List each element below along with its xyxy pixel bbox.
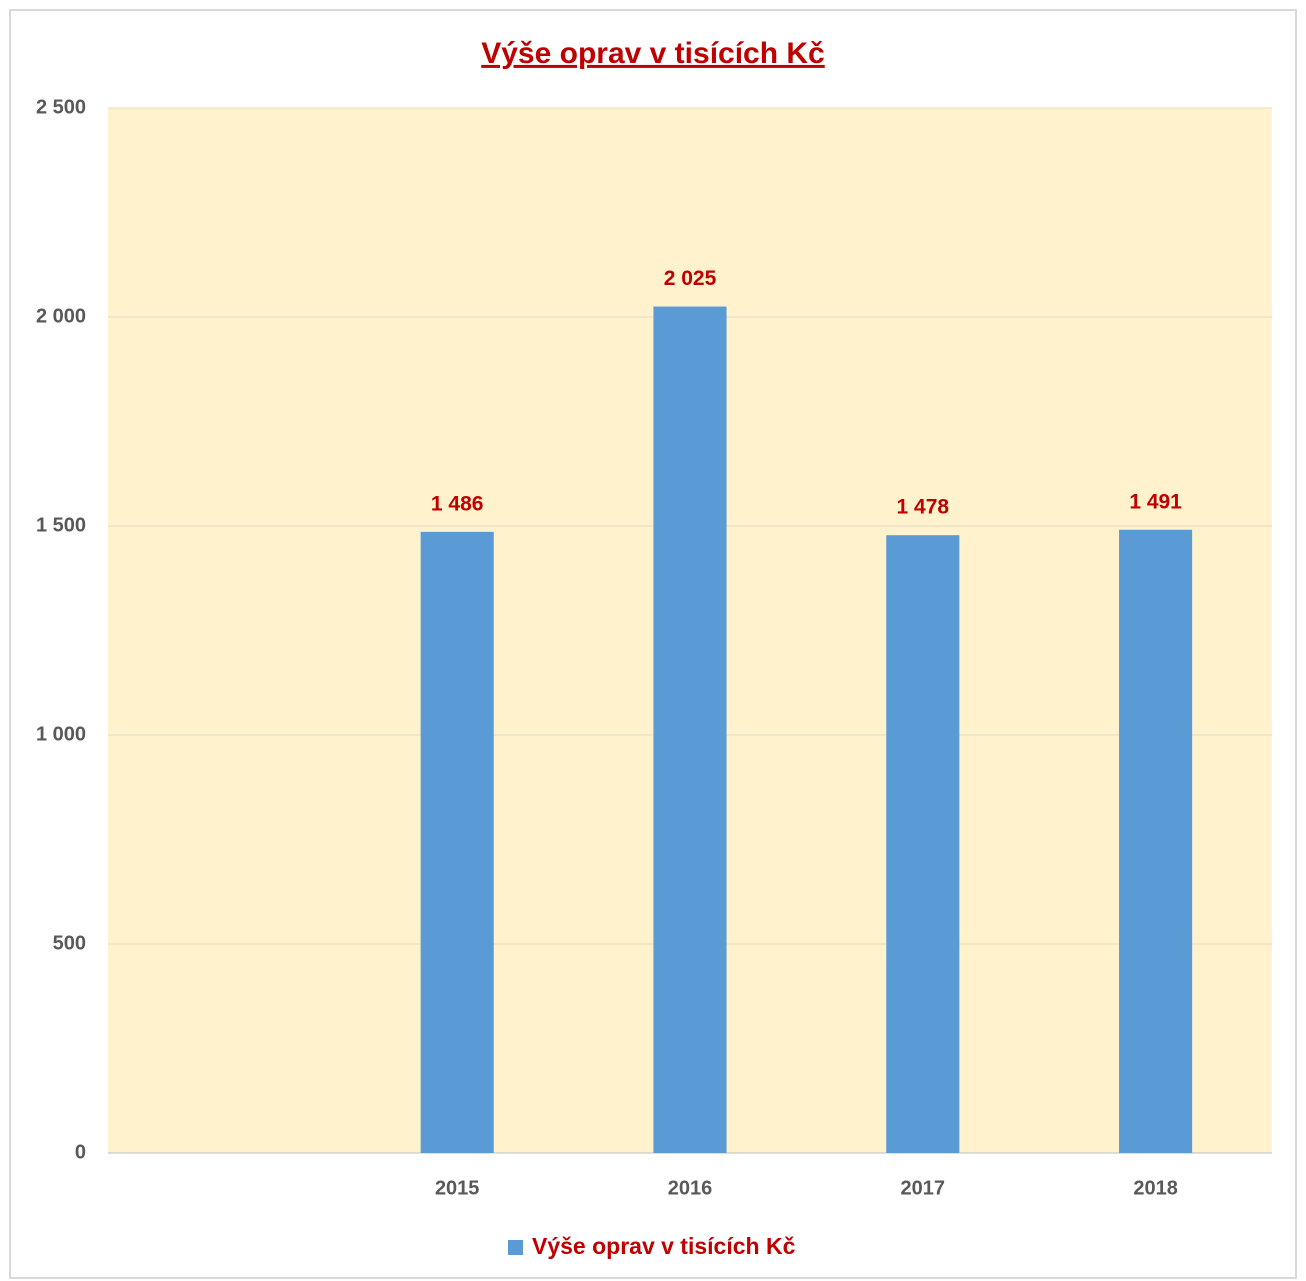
x-tick-label: 2018 [1133, 1177, 1178, 1199]
bar [1119, 529, 1193, 1153]
x-tick-label: 2015 [435, 1177, 480, 1199]
bar [420, 531, 494, 1153]
bar [886, 535, 960, 1153]
x-tick-label: 2016 [668, 1177, 713, 1199]
legend-label: Výše oprav v tisících Kč [532, 1233, 796, 1259]
data-label: 2 025 [664, 267, 717, 290]
y-tick-label: 1 500 [36, 514, 86, 536]
y-tick-label: 0 [75, 1141, 86, 1163]
legend-swatch [508, 1240, 523, 1255]
data-label: 1 478 [897, 496, 950, 519]
chart-title: Výše oprav v tisících Kč [481, 37, 825, 70]
x-tick-label: 2017 [901, 1177, 946, 1199]
y-tick-label: 500 [53, 932, 86, 954]
data-label: 1 486 [431, 492, 484, 515]
y-tick-label: 1 000 [36, 723, 86, 745]
data-label: 1 491 [1129, 490, 1182, 513]
y-tick-label: 2 500 [36, 96, 86, 118]
y-tick-label: 2 000 [36, 305, 86, 327]
bar [653, 306, 727, 1153]
